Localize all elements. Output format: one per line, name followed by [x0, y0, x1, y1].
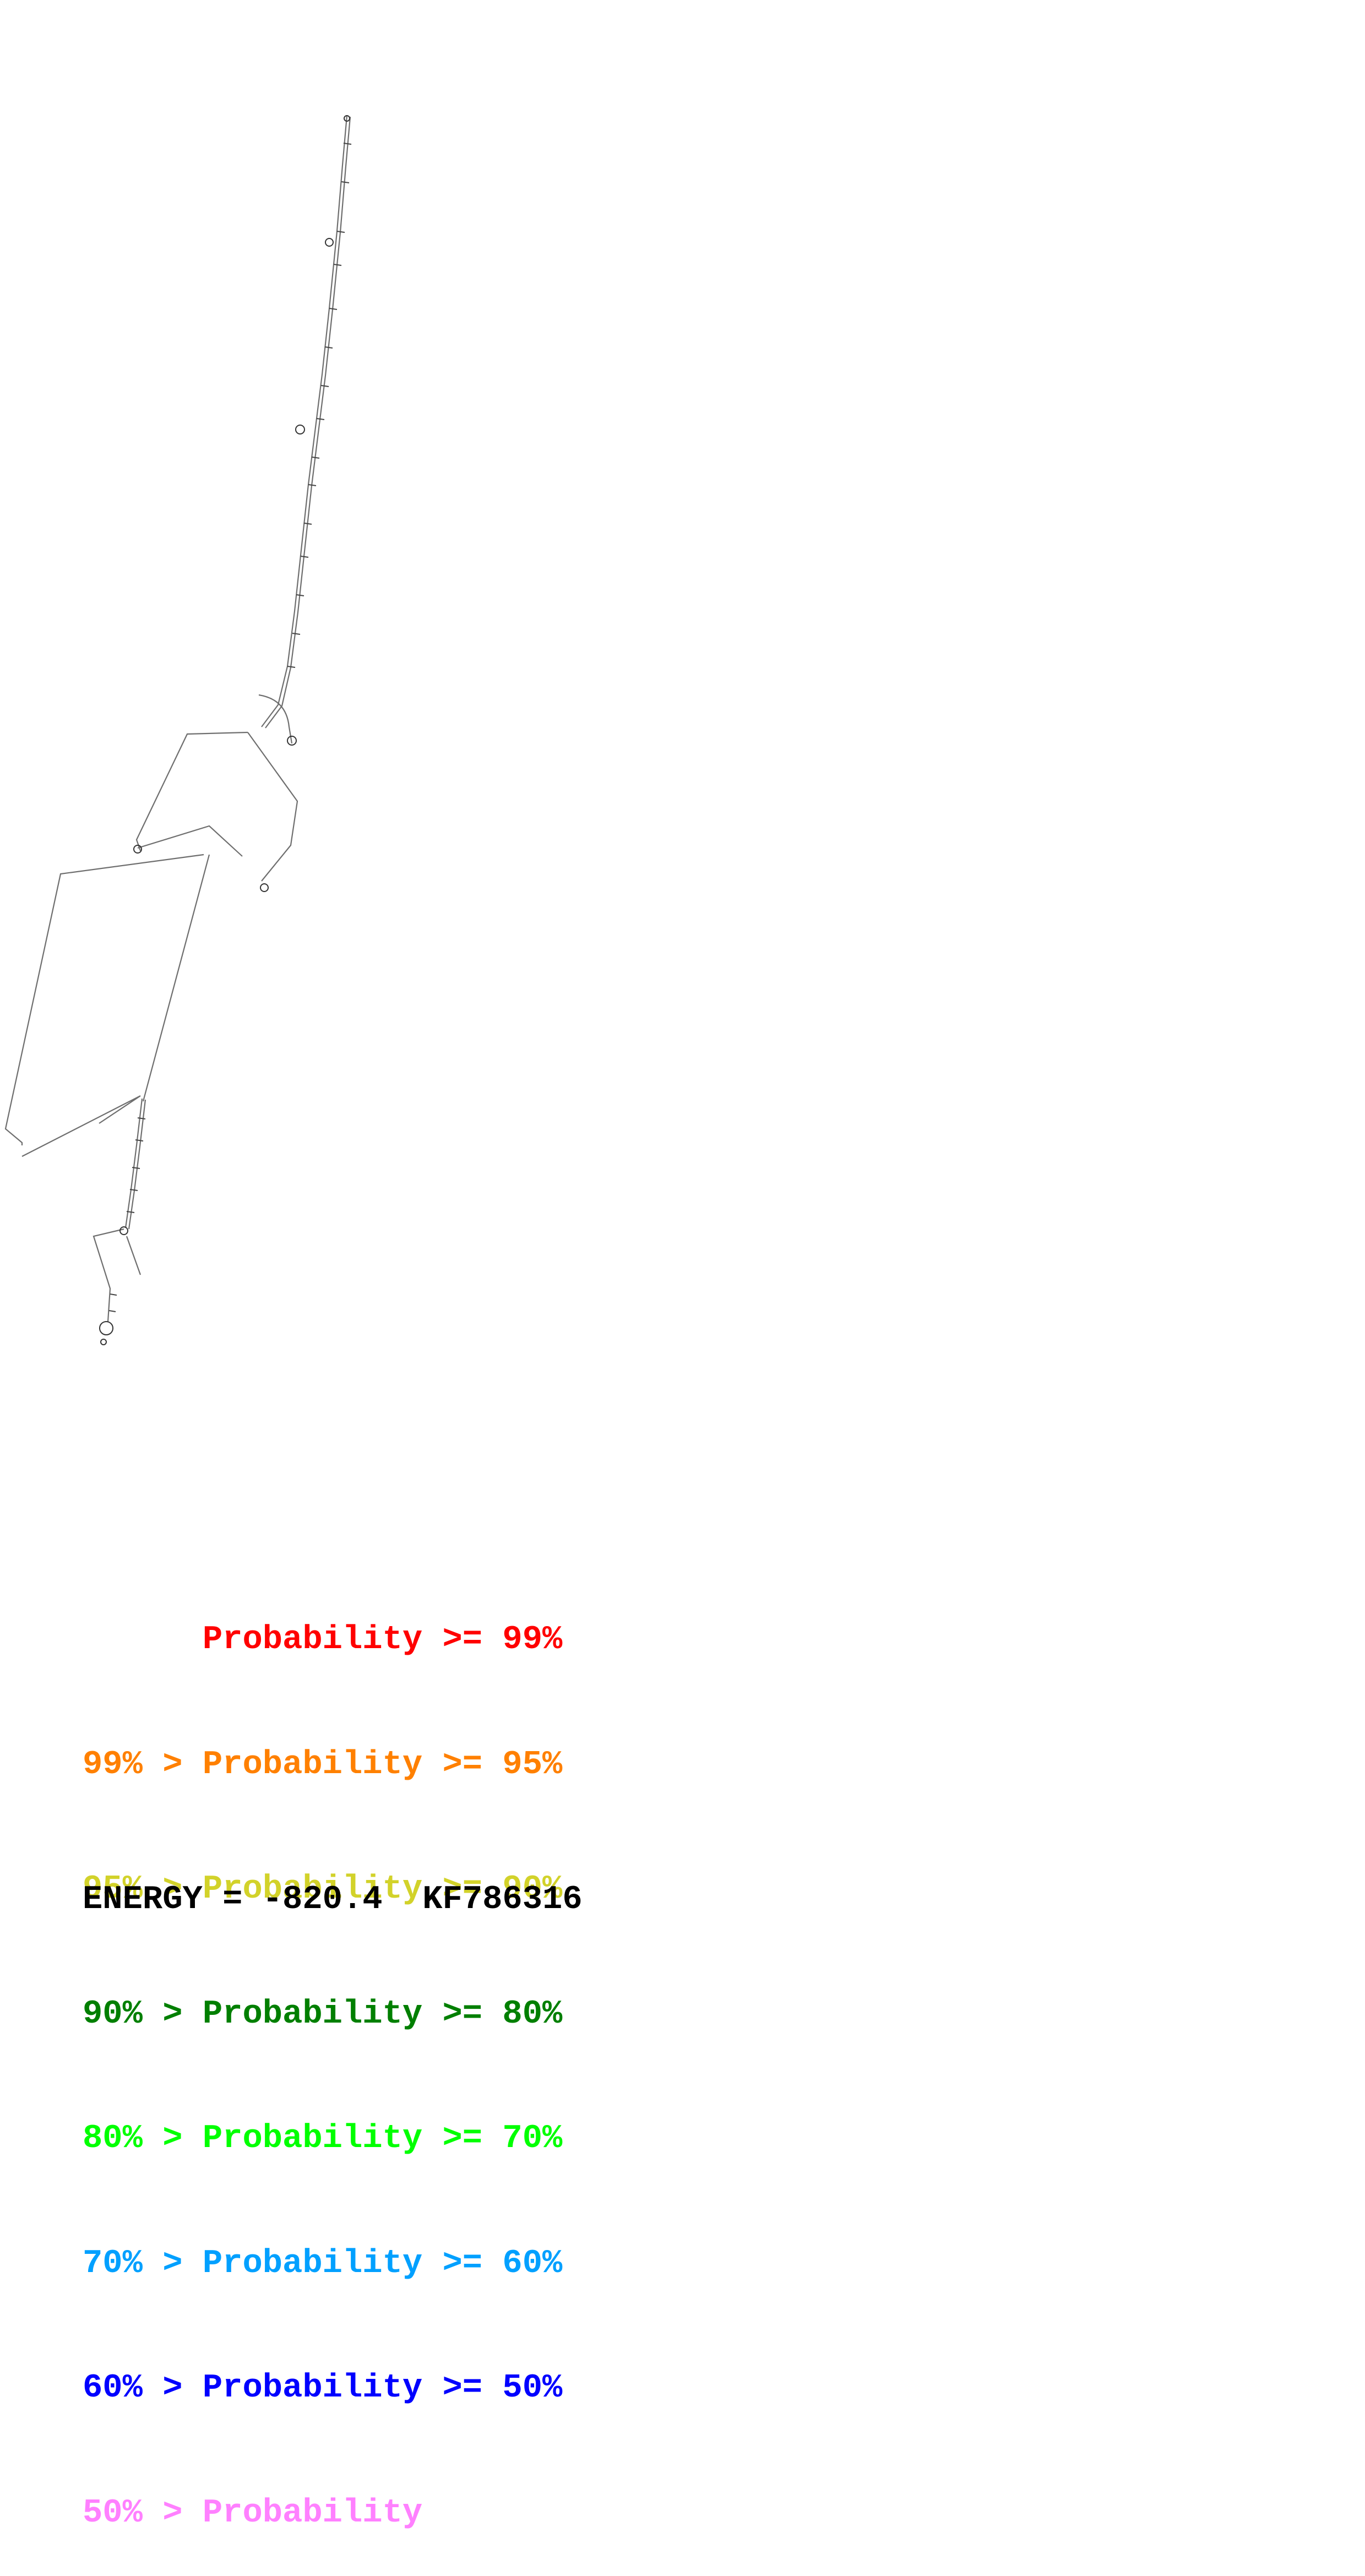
- internal-loop-2: [295, 425, 305, 434]
- legend-row-95: 99% > Probability >= 95%: [83, 1746, 563, 1784]
- hairpin-loop-left: [133, 845, 142, 854]
- lower-loop-right: [142, 854, 210, 1102]
- base-pair-ticks: [108, 143, 352, 1312]
- hairpin-loop-top: [344, 115, 350, 122]
- hairpin-loop-side: [287, 736, 297, 746]
- junction-arc: [258, 694, 293, 744]
- loop-markers: [99, 115, 350, 1345]
- multiloop-left: [135, 731, 248, 851]
- legend-row-below-50: 50% > Probability: [83, 2494, 423, 2532]
- energy-label: ENERGY = -820.4 KF786316: [83, 1881, 583, 1919]
- lower-diagonal: [21, 1095, 141, 1157]
- multiloop-right: [247, 732, 298, 882]
- backbone-lines: [4, 115, 351, 1322]
- rna-secondary-structure: [4, 115, 352, 1345]
- hairpin-loop-mid: [260, 883, 269, 892]
- terminal-tail: [126, 1236, 142, 1275]
- main-stem: [261, 115, 348, 727]
- legend-row-70: 80% > Probability >= 70%: [83, 2120, 563, 2157]
- probability-legend: Probability >= 99% 99% > Probability >= …: [83, 1536, 562, 2576]
- internal-loop-lower: [119, 1226, 128, 1235]
- legend-row-99: Probability >= 99%: [83, 1621, 563, 1659]
- lower-loop-left: [4, 854, 204, 1145]
- internal-loop-1: [325, 238, 334, 247]
- legend-row-50: 60% > Probability >= 50%: [83, 2370, 563, 2407]
- legend-row-90: 95% > Probability >= 90%: [83, 1871, 563, 1908]
- hairpin-loop-end: [100, 1339, 107, 1345]
- legend-row-80: 90% > Probability >= 80%: [83, 1995, 563, 2033]
- hairpin-loop-bottom: [99, 1321, 113, 1335]
- terminal-branch: [93, 1228, 124, 1322]
- main-stem-side: [265, 116, 351, 729]
- legend-row-60: 70% > Probability >= 60%: [83, 2245, 563, 2282]
- inner-loop: [137, 825, 243, 857]
